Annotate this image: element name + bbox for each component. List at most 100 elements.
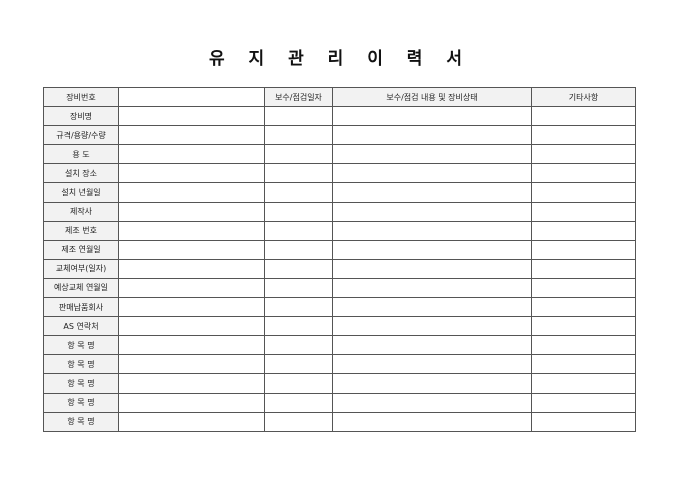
row-label: 항 목 명 — [43, 354, 119, 375]
value-cell[interactable] — [118, 392, 265, 413]
value-cell[interactable] — [118, 239, 265, 260]
note-cell[interactable] — [531, 220, 636, 241]
value-cell[interactable] — [118, 411, 265, 432]
row-label: 예상교체 연월일 — [43, 277, 119, 299]
content-cell[interactable] — [332, 335, 532, 356]
note-cell[interactable] — [531, 239, 636, 260]
table-row: 제조 연월일 — [43, 239, 636, 260]
date-cell[interactable] — [264, 258, 333, 279]
table-row: 항 목 명 — [43, 373, 636, 394]
row-label: 제조 번호 — [43, 220, 119, 241]
value-cell[interactable] — [118, 354, 265, 375]
table-row: 예상교체 연월일 — [43, 277, 636, 299]
note-cell[interactable] — [531, 411, 636, 432]
date-cell[interactable] — [264, 277, 333, 299]
maintenance-table: 장비번호 보수/점검일자 보수/점검 내용 및 장비상태 기타사항 장비명 규격/… — [43, 86, 636, 432]
content-cell[interactable] — [332, 316, 532, 337]
row-label: 설치 장소 — [43, 163, 119, 184]
date-cell[interactable] — [264, 297, 333, 318]
value-cell[interactable] — [118, 220, 265, 241]
date-cell[interactable] — [264, 411, 333, 432]
note-cell[interactable] — [531, 335, 636, 356]
date-cell[interactable] — [264, 220, 333, 241]
content-cell[interactable] — [332, 163, 532, 184]
row-label: 교체여부(일자) — [43, 258, 119, 279]
header-row: 장비번호 보수/점검일자 보수/점검 내용 및 장비상태 기타사항 — [43, 86, 636, 108]
content-cell[interactable] — [332, 201, 532, 222]
table-row: 용 도 — [43, 144, 636, 165]
content-cell[interactable] — [332, 125, 532, 146]
date-cell[interactable] — [264, 354, 333, 375]
note-cell[interactable] — [531, 373, 636, 394]
content-cell[interactable] — [332, 144, 532, 165]
date-cell[interactable] — [264, 106, 333, 127]
value-cell[interactable] — [118, 258, 265, 279]
content-cell[interactable] — [332, 277, 532, 299]
value-cell[interactable] — [118, 373, 265, 394]
value-cell[interactable] — [118, 125, 265, 146]
table-row: 교체여부(일자) — [43, 258, 636, 279]
equipment-number-field[interactable] — [118, 86, 265, 108]
table-row: 제작사 — [43, 201, 636, 222]
table-row: 항 목 명 — [43, 335, 636, 356]
table-row: 설치 장소 — [43, 163, 636, 184]
note-cell[interactable] — [531, 258, 636, 279]
col-date-header: 보수/점검일자 — [264, 86, 333, 108]
content-cell[interactable] — [332, 297, 532, 318]
note-cell[interactable] — [531, 316, 636, 337]
value-cell[interactable] — [118, 163, 265, 184]
note-cell[interactable] — [531, 392, 636, 413]
table-row: 항 목 명 — [43, 392, 636, 413]
date-cell[interactable] — [264, 373, 333, 394]
content-cell[interactable] — [332, 258, 532, 279]
value-cell[interactable] — [118, 335, 265, 356]
content-cell[interactable] — [332, 373, 532, 394]
date-cell[interactable] — [264, 125, 333, 146]
content-cell[interactable] — [332, 182, 532, 203]
table-row: AS 연락처 — [43, 316, 636, 337]
date-cell[interactable] — [264, 316, 333, 337]
note-cell[interactable] — [531, 144, 636, 165]
row-label: 규격/용량/수량 — [43, 125, 119, 146]
content-cell[interactable] — [332, 411, 532, 432]
date-cell[interactable] — [264, 201, 333, 222]
note-cell[interactable] — [531, 277, 636, 299]
note-cell[interactable] — [531, 163, 636, 184]
note-cell[interactable] — [531, 182, 636, 203]
note-cell[interactable] — [531, 354, 636, 375]
note-cell[interactable] — [531, 201, 636, 222]
value-cell[interactable] — [118, 182, 265, 203]
value-cell[interactable] — [118, 106, 265, 127]
row-label: 장비명 — [43, 106, 119, 127]
table-row: 항 목 명 — [43, 411, 636, 432]
col-content-header: 보수/점검 내용 및 장비상태 — [332, 86, 532, 108]
row-label: 용 도 — [43, 144, 119, 165]
date-cell[interactable] — [264, 182, 333, 203]
note-cell[interactable] — [531, 297, 636, 318]
row-label: 제작사 — [43, 201, 119, 222]
value-cell[interactable] — [118, 297, 265, 318]
note-cell[interactable] — [531, 125, 636, 146]
value-cell[interactable] — [118, 316, 265, 337]
row-label: 제조 연월일 — [43, 239, 119, 260]
value-cell[interactable] — [118, 201, 265, 222]
content-cell[interactable] — [332, 106, 532, 127]
date-cell[interactable] — [264, 163, 333, 184]
date-cell[interactable] — [264, 392, 333, 413]
row-label: 항 목 명 — [43, 392, 119, 413]
date-cell[interactable] — [264, 144, 333, 165]
table-row: 장비명 — [43, 106, 636, 127]
date-cell[interactable] — [264, 239, 333, 260]
row-label: 항 목 명 — [43, 335, 119, 356]
table-row: 판매납품회사 — [43, 297, 636, 318]
value-cell[interactable] — [118, 277, 265, 299]
date-cell[interactable] — [264, 335, 333, 356]
content-cell[interactable] — [332, 354, 532, 375]
table-row: 제조 번호 — [43, 220, 636, 241]
content-cell[interactable] — [332, 392, 532, 413]
content-cell[interactable] — [332, 239, 532, 260]
value-cell[interactable] — [118, 144, 265, 165]
content-cell[interactable] — [332, 220, 532, 241]
note-cell[interactable] — [531, 106, 636, 127]
page-title: 유 지 관 리 이 력 서 — [209, 49, 471, 69]
